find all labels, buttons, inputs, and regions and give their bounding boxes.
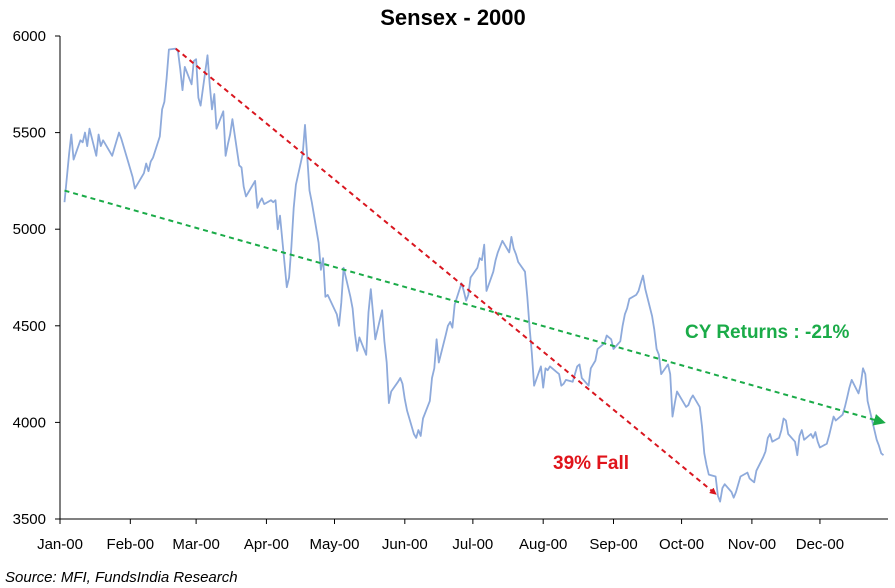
y-tick-label: 4500 <box>13 318 46 335</box>
x-tick-label: Jun-00 <box>382 536 428 553</box>
x-tick-label: May-00 <box>309 536 359 553</box>
y-tick-label: 6000 <box>13 28 46 45</box>
returns-annotation: CY Returns : -21% <box>685 322 849 343</box>
y-tick-label: 5500 <box>13 125 46 142</box>
sensex-series-line <box>63 47 885 503</box>
x-tick-label: Sep-00 <box>589 536 637 553</box>
fall-trend-arrow <box>175 47 717 495</box>
x-tick-label: Jul-00 <box>452 536 493 553</box>
y-axis: 3500 4000 4500 5000 5500 6000 <box>13 28 61 528</box>
year-trend-arrow <box>64 189 886 426</box>
y-tick-label: 5000 <box>13 221 46 238</box>
x-tick-label: Aug-00 <box>519 536 567 553</box>
x-tick-label: Mar-00 <box>172 536 220 553</box>
x-tick-label: Dec-00 <box>796 536 844 553</box>
y-tick-label: 3500 <box>13 511 46 528</box>
x-tick-label: Jan-00 <box>37 536 83 553</box>
fall-annotation: 39% Fall <box>553 453 629 474</box>
x-tick-label: Apr-00 <box>244 536 289 553</box>
x-tick-label: Feb-00 <box>107 536 155 553</box>
x-axis: Jan-00 Feb-00 Mar-00 Apr-00 May-00 Jun-00 Jul-… <box>37 518 888 553</box>
chart-title: Sensex - 2000 <box>380 5 526 30</box>
y-tick-label: 4000 <box>13 414 46 431</box>
x-tick-label: Oct-00 <box>659 536 704 553</box>
x-tick-label: Nov-00 <box>728 536 776 553</box>
source-note: Source: MFI, FundsIndia Research <box>5 569 238 586</box>
